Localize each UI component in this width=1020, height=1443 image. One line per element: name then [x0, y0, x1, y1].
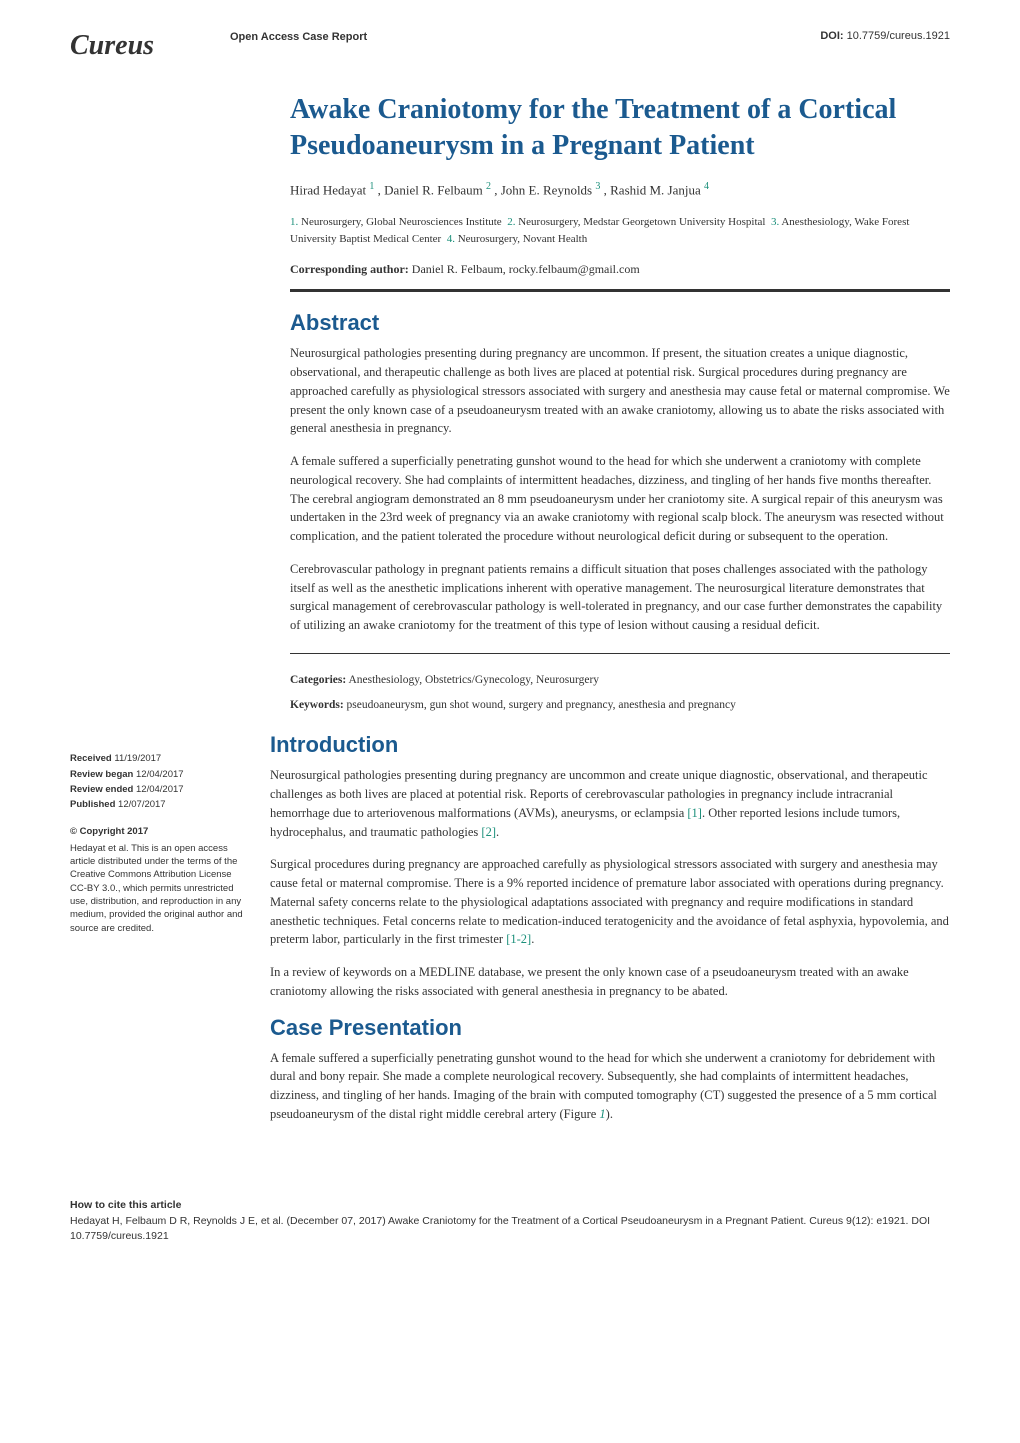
aff-text: Neurosurgery, Novant Health [458, 233, 588, 245]
intro-text: . [531, 932, 534, 946]
aff-text: Neurosurgery, Global Neurosciences Insti… [301, 216, 502, 228]
aff-text: Neurosurgery, Medstar Georgetown Univers… [518, 216, 765, 228]
case-text: ). [606, 1107, 613, 1121]
citation-label: How to cite this article [70, 1198, 950, 1213]
doi-label: DOI: [820, 30, 843, 42]
report-type: Open Access Case Report [230, 30, 450, 44]
corresponding-value: Daniel R. Felbaum, rocky.felbaum@gmail.c… [412, 262, 640, 276]
author-aff-sup: 1 [369, 181, 374, 192]
doi-value: 10.7759/cureus.1921 [847, 30, 950, 42]
abstract-paragraph: Cerebrovascular pathology in pregnant pa… [290, 560, 950, 635]
meta-review-began: Review began 12/04/2017 [70, 768, 250, 781]
intro-paragraph: In a review of keywords on a MEDLINE dat… [270, 963, 950, 1001]
citation-block: How to cite this article Hedayat H, Felb… [70, 1198, 950, 1244]
ref-link[interactable]: [1] [687, 806, 702, 820]
ref-link[interactable]: [1-2] [506, 932, 531, 946]
intro-paragraph: Neurosurgical pathologies presenting dur… [270, 766, 950, 841]
categories-value: Anesthesiology, Obstetrics/Gynecology, N… [348, 674, 599, 686]
journal-name: Cureus [70, 30, 230, 62]
copyright-text: Hedayat et al. This is an open access ar… [70, 842, 250, 935]
case-paragraph: A female suffered a superficially penetr… [270, 1049, 950, 1124]
citation-text: Hedayat H, Felbaum D R, Reynolds J E, et… [70, 1214, 950, 1243]
keywords-label: Keywords: [290, 699, 344, 711]
keywords-value: pseudoaneurysm, gun shot wound, surgery … [347, 699, 736, 711]
authors-list: Hirad Hedayat 1 , Daniel R. Felbaum 2 , … [290, 180, 950, 200]
corresponding-author: Corresponding author: Daniel R. Felbaum,… [290, 262, 950, 277]
intro-text: Surgical procedures during pregnancy are… [270, 857, 949, 946]
meta-label: Review began [70, 769, 133, 780]
affiliations-list: 1. Neurosurgery, Global Neurosciences In… [290, 214, 950, 247]
author-name: John E. Reynolds [501, 182, 592, 197]
abstract-paragraph: A female suffered a superficially penetr… [290, 452, 950, 546]
author-aff-sup: 2 [486, 181, 491, 192]
meta-value: 11/19/2017 [114, 753, 161, 764]
aff-num: 1. [290, 216, 298, 228]
author-name: Rashid M. Janjua [610, 182, 701, 197]
categories-line: Categories: Anesthesiology, Obstetrics/G… [290, 672, 950, 689]
meta-received: Received 11/19/2017 [70, 752, 250, 765]
aff-num: 3. [771, 216, 779, 228]
article-title: Awake Craniotomy for the Treatment of a … [290, 92, 950, 165]
case-heading: Case Presentation [270, 1015, 950, 1041]
page-header: Cureus Open Access Case Report DOI: 10.7… [70, 30, 950, 62]
meta-published: Published 12/07/2017 [70, 798, 250, 811]
keywords-line: Keywords: pseudoaneurysm, gun shot wound… [290, 697, 950, 714]
author-aff-sup: 4 [704, 181, 709, 192]
aff-num: 4. [447, 233, 455, 245]
meta-value: 12/04/2017 [136, 784, 184, 795]
corresponding-label: Corresponding author: [290, 262, 409, 276]
aff-num: 2. [507, 216, 515, 228]
author-aff-sup: 3 [595, 181, 600, 192]
sidebar-metadata: Received 11/19/2017 Review began 12/04/2… [70, 752, 270, 935]
abstract-heading: Abstract [290, 310, 950, 336]
introduction-heading: Introduction [270, 732, 950, 758]
ref-link[interactable]: [2] [481, 825, 496, 839]
meta-label: Published [70, 799, 115, 810]
meta-label: Received [70, 753, 112, 764]
categories-label: Categories: [290, 674, 346, 686]
author-name: Daniel R. Felbaum [384, 182, 483, 197]
divider [290, 289, 950, 292]
meta-value: 12/04/2017 [136, 769, 184, 780]
intro-text: . [496, 825, 499, 839]
copyright-heading: © Copyright 2017 [70, 825, 250, 838]
author-name: Hirad Hedayat [290, 182, 366, 197]
abstract-paragraph: Neurosurgical pathologies presenting dur… [290, 344, 950, 438]
meta-review-ended: Review ended 12/04/2017 [70, 783, 250, 796]
meta-value: 12/07/2017 [118, 799, 166, 810]
divider [290, 653, 950, 654]
intro-paragraph: Surgical procedures during pregnancy are… [270, 855, 950, 949]
doi-block: DOI: 10.7759/cureus.1921 [820, 30, 950, 42]
meta-label: Review ended [70, 784, 133, 795]
